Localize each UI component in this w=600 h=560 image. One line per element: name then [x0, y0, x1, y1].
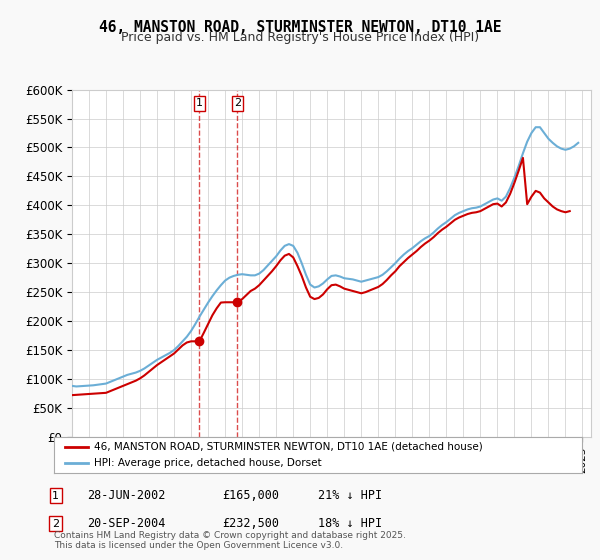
Text: 2: 2	[52, 519, 59, 529]
Text: 1: 1	[52, 491, 59, 501]
Text: 20-SEP-2004: 20-SEP-2004	[87, 517, 166, 530]
Text: £232,500: £232,500	[222, 517, 279, 530]
Text: 2: 2	[234, 99, 241, 108]
Text: 21% ↓ HPI: 21% ↓ HPI	[318, 489, 382, 502]
Text: Contains HM Land Registry data © Crown copyright and database right 2025.
This d: Contains HM Land Registry data © Crown c…	[54, 530, 406, 550]
Text: Price paid vs. HM Land Registry's House Price Index (HPI): Price paid vs. HM Land Registry's House …	[121, 31, 479, 44]
Text: 46, MANSTON ROAD, STURMINSTER NEWTON, DT10 1AE: 46, MANSTON ROAD, STURMINSTER NEWTON, DT…	[99, 20, 501, 35]
Text: 18% ↓ HPI: 18% ↓ HPI	[318, 517, 382, 530]
Text: HPI: Average price, detached house, Dorset: HPI: Average price, detached house, Dors…	[94, 458, 321, 468]
Text: 46, MANSTON ROAD, STURMINSTER NEWTON, DT10 1AE (detached house): 46, MANSTON ROAD, STURMINSTER NEWTON, DT…	[94, 442, 482, 452]
Text: 28-JUN-2002: 28-JUN-2002	[87, 489, 166, 502]
Text: 1: 1	[196, 99, 203, 108]
Text: £165,000: £165,000	[222, 489, 279, 502]
